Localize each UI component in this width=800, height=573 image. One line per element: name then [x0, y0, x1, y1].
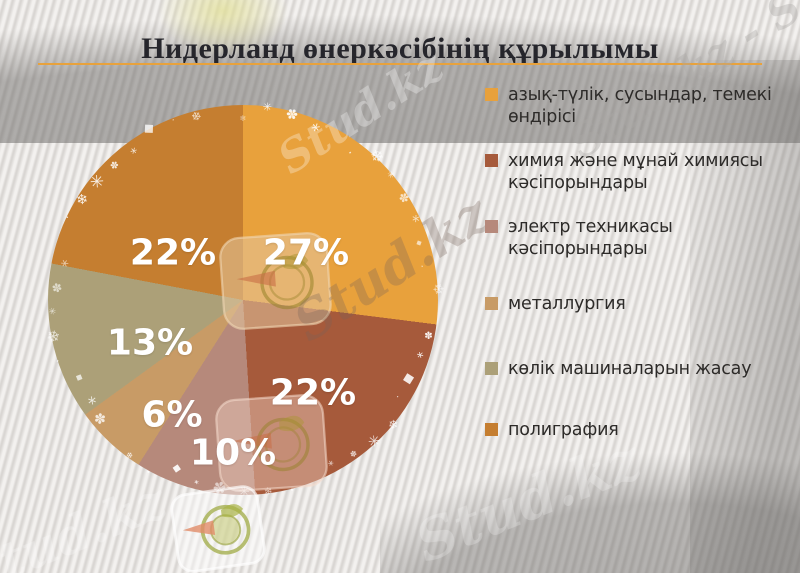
legend-swatch-icon	[485, 88, 498, 101]
percent-label: 27%	[262, 232, 350, 274]
background-shadow-right	[690, 60, 800, 573]
legend-item: химия және мұнай химиясы кәсіпорындары	[485, 150, 780, 194]
legend-label: полиграфия	[508, 420, 619, 440]
percent-label: 6%	[141, 394, 203, 436]
pie-chart-area: ❄ ✳ ✽ * · ❄ ✳ ✽ * ▪ · ❄ ✽ * ▪ · ❄ ✳ ✽ * · ❄ ✳ ✽ * ▪ · ❄ ✽ * ▪ · ❄ ✳ ✽ * · ❄ ✳ ✽…	[43, 41, 453, 501]
legend-swatch-icon	[485, 362, 498, 375]
legend-swatch-icon	[485, 423, 498, 436]
legend-item: полиграфия	[485, 419, 780, 441]
legend-item: металлургия	[485, 293, 780, 315]
legend-label: электр техникасы кәсіпорындары	[508, 217, 673, 259]
legend-label: химия және мұнай химиясы кәсіпорындары	[508, 151, 763, 193]
percent-label: 22%	[129, 232, 217, 274]
legend-label: металлургия	[508, 294, 626, 314]
legend-item: азық-түлік, сусындар, темекі өндірісі	[485, 84, 780, 128]
legend-swatch-icon	[485, 220, 498, 233]
watermark-text: Stud.kz	[406, 426, 651, 573]
percent-label: 13%	[106, 322, 194, 364]
slide-title: Нидерланд өнеркәсібінің құрылымы	[141, 32, 659, 66]
percent-label: 10%	[189, 432, 277, 474]
legend-swatch-icon	[485, 297, 498, 310]
legend-swatch-icon	[485, 154, 498, 167]
legend-label: азық-түлік, сусындар, темекі өндірісі	[508, 85, 772, 127]
legend-label: көлік машиналарын жасау	[508, 359, 752, 379]
percent-label: 22%	[269, 372, 357, 414]
title-divider	[38, 63, 762, 65]
legend-item: электр техникасы кәсіпорындары	[485, 216, 780, 260]
legend-item: көлік машиналарын жасау	[485, 358, 780, 380]
